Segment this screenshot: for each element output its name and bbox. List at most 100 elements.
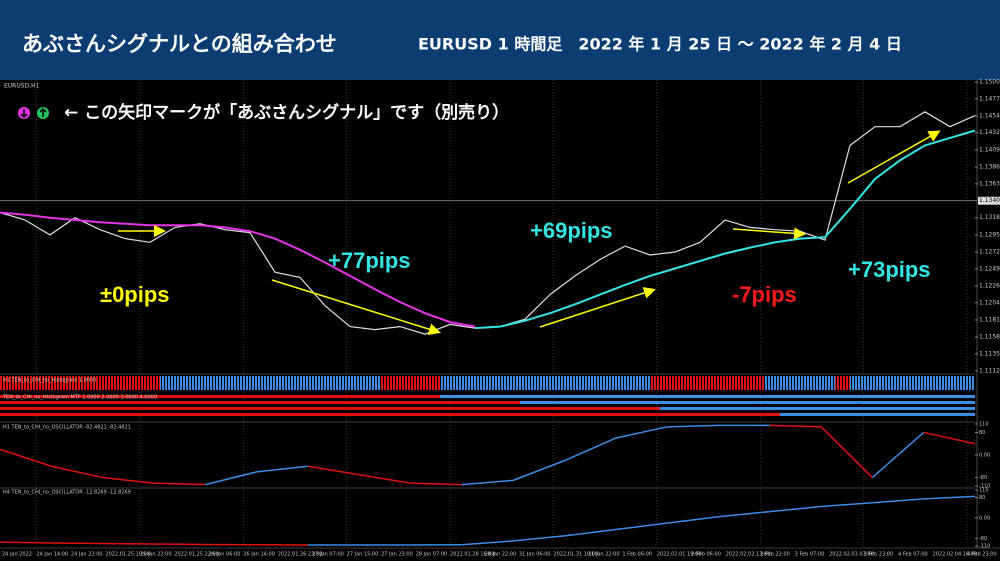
x-tick-label: 2 Feb 22:00 — [760, 552, 790, 558]
oscillator-segment — [461, 479, 514, 486]
oscillator-segment — [615, 522, 668, 531]
y-tick-label: 110 — [979, 488, 989, 494]
oscillator-segment — [820, 501, 873, 508]
x-tick-label: 28 Jan 22:00 — [485, 552, 517, 558]
oscillator-segment — [0, 541, 52, 544]
oscillator-segment — [923, 431, 976, 445]
oscillator-segment — [564, 528, 616, 537]
y-tick-label: 1.11355 — [979, 350, 1000, 357]
oscillator-segment — [769, 424, 822, 428]
pip-label: +73pips — [848, 257, 931, 282]
current-price-box — [978, 196, 1000, 205]
x-tick-label: 2022.01.26 23:00 — [278, 552, 323, 558]
x-tick-label: 2022.02.02 13:00 — [726, 552, 771, 558]
header-period: EURUSD 1 時間足 2022 年 1 月 25 日 ～ 2022 年 2 … — [418, 35, 902, 54]
x-tick-label: 26 Jan 06:00 — [209, 552, 241, 558]
oscillator-segment — [820, 426, 873, 479]
x-tick-label: 27 Jan 15:00 — [347, 552, 379, 558]
x-tick-label: 2022.01.31 10:00 — [553, 552, 598, 558]
grid — [0, 80, 978, 548]
pip-label: +69pips — [530, 218, 613, 243]
oscillator-segment — [718, 510, 770, 518]
x-tick-label: 2022.01.28 16:00 — [450, 552, 495, 558]
oscillator-segment — [871, 431, 925, 479]
x-tick-label: 4 Feb 23:00 — [967, 552, 997, 558]
panel-label: H1 TEN_to_CHI_no_OSCILLATOR -82.4821 -82… — [3, 425, 131, 431]
x-tick-label: 3 Feb 23:00 — [864, 552, 894, 558]
oscillator-segment — [564, 437, 617, 462]
oscillator-segment — [512, 459, 565, 482]
pip-label: +77pips — [328, 248, 411, 273]
y-tick-label: 1.11810 — [979, 316, 1000, 323]
x-tick-label: 2022.01.25 10:00 — [105, 552, 150, 558]
panel-label: H1 TEN_to_CHI_no_Histogram 1.0000 — [3, 378, 96, 384]
y-tick-label: 80 — [979, 430, 985, 436]
oscillator-segment — [769, 505, 822, 513]
x-tick-label: 3 Feb 07:00 — [795, 552, 825, 558]
y-tick-label: 0.00 — [979, 516, 990, 522]
oscillator-segment — [153, 543, 206, 546]
x-tick-label: 24 Jan 22:00 — [71, 552, 103, 558]
y-tick-label: 1.12720 — [979, 249, 1000, 256]
x-tick-label: 24 Jan 14:00 — [36, 552, 68, 558]
panel-label: TEN_to_CHI_no_Histogram MTF 1.0000 2.000… — [2, 395, 157, 401]
oscillator-segment — [667, 424, 719, 428]
y-tick-label: 1.13860 — [979, 164, 1000, 171]
x-tick-label: 24 Jan 2022 — [2, 552, 32, 558]
oscillator-segment — [872, 498, 924, 504]
y-tick-label: 1.13635 — [979, 180, 1000, 187]
oscillator-segment — [307, 465, 360, 476]
x-tick-label: 2022.01.25 22:00 — [174, 552, 219, 558]
x-tick-label: 26 Jan 14:00 — [243, 552, 275, 558]
y-tick-label: 1.12265 — [979, 282, 1000, 289]
pip-label: -7pips — [732, 282, 797, 307]
y-tick-label: 1.15000 — [979, 79, 1000, 86]
x-tick-label: 2022.02.01 19:00 — [657, 552, 702, 558]
oscillator-segment — [461, 540, 514, 546]
y-tick-label: 1.13180 — [979, 214, 1000, 221]
y-tick-label: 110 — [979, 422, 989, 428]
note: ← この矢印マークが「あぶさんシグナル」です（別売り） — [64, 102, 509, 123]
y-tick-label: 0.00 — [979, 453, 990, 459]
pip-label: ±0pips — [100, 282, 170, 307]
y-tick-label: 1.14775 — [979, 95, 1000, 102]
y-tick-label: -110 — [979, 484, 990, 490]
x-tick-label: 2022.02.03 07:00 — [829, 552, 874, 558]
y-tick-label: 1.12950 — [979, 231, 1000, 238]
signal-icons — [18, 107, 49, 119]
oscillator-segment — [51, 465, 103, 479]
histogram-panels — [0, 80, 1000, 549]
header-bg — [0, 0, 1000, 80]
oscillator-segment — [102, 542, 154, 545]
x-tick-label: 1 Feb 06:00 — [622, 552, 652, 558]
oscillator-segment — [615, 426, 668, 439]
y-tick-label: 1.14545 — [979, 112, 1000, 119]
x-tick-label: 27 Jan 07:00 — [312, 552, 344, 558]
y-tick-label: -110 — [979, 544, 990, 550]
y-tick-label: 1.12495 — [979, 265, 1000, 272]
oscillator-segment — [153, 482, 206, 486]
oscillator-segment — [410, 482, 462, 486]
oscillator-segment — [359, 473, 411, 484]
y-tick-label: 1.11580 — [979, 334, 1000, 341]
moving-average — [0, 211, 476, 328]
symbol: EURUSD,H1 — [4, 83, 40, 90]
oscillator-segment — [513, 535, 565, 542]
x-tick-label: 25 Jan 22:00 — [140, 552, 172, 558]
x-tick-label: 2 Feb 06:00 — [691, 552, 721, 558]
y-tick-label: -80 — [979, 536, 987, 542]
oscillator-segment — [667, 515, 719, 524]
oscillator-segment — [256, 465, 308, 473]
oscillator-segment — [102, 476, 155, 484]
oscillator-segment — [923, 495, 976, 500]
moving-average — [474, 129, 976, 330]
arrows — [118, 130, 941, 336]
oscillator-segment — [51, 542, 103, 545]
y-tick-label: 1.14320 — [979, 129, 1000, 136]
y-tick-label: 1.14090 — [979, 146, 1000, 153]
y-tick-label: 80 — [979, 495, 985, 501]
x-tick-label: 2022.02.04 16:00 — [933, 552, 978, 558]
x-tick-label: 31 Jan 06:00 — [519, 552, 551, 558]
y-tick-label: 1.12040 — [979, 299, 1000, 306]
